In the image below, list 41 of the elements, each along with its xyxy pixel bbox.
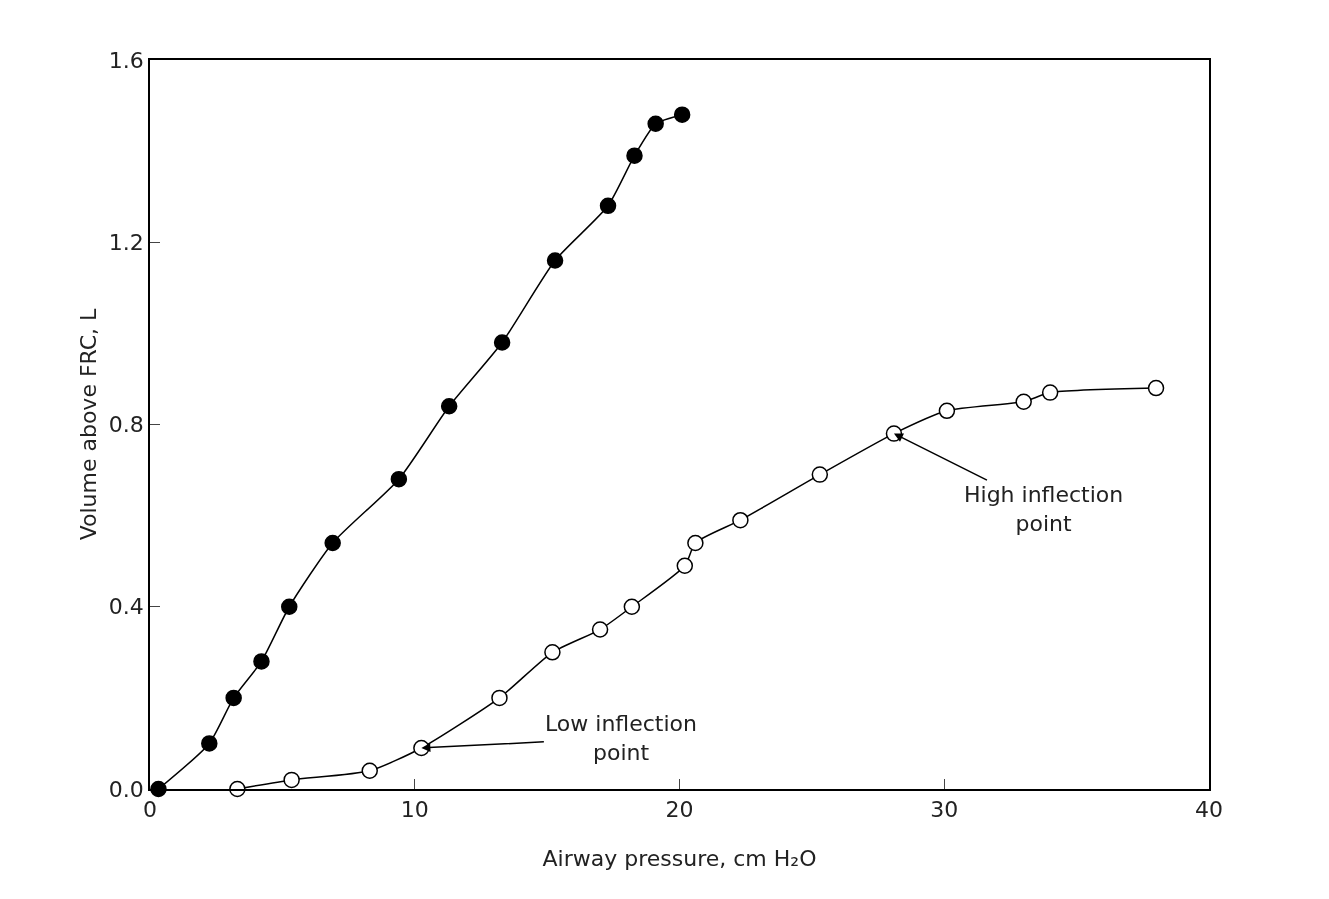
point bbox=[491, 689, 508, 707]
point bbox=[361, 762, 378, 780]
point bbox=[390, 470, 408, 488]
y-tick-label: 1.6 bbox=[108, 47, 144, 73]
point bbox=[440, 398, 458, 415]
point bbox=[732, 511, 749, 529]
point bbox=[687, 534, 704, 552]
point bbox=[1147, 379, 1165, 397]
point bbox=[1015, 393, 1032, 410]
annotation: High inflection point bbox=[964, 482, 1124, 536]
annotation: Low inflection point bbox=[545, 711, 698, 765]
point bbox=[493, 334, 511, 351]
point bbox=[324, 534, 341, 552]
point bbox=[546, 252, 564, 269]
point bbox=[544, 644, 561, 661]
point bbox=[1041, 384, 1059, 401]
x-tick-label: 0 bbox=[143, 797, 157, 823]
y-tick-label: 0.4 bbox=[108, 594, 144, 620]
point bbox=[676, 557, 694, 574]
y-tick-label: 0.8 bbox=[108, 412, 144, 438]
x-axis-title: Airway pressure, cm H₂O bbox=[542, 845, 817, 871]
point bbox=[225, 689, 242, 707]
point bbox=[647, 115, 664, 133]
x-tick-label: 30 bbox=[930, 797, 959, 823]
y-axis-title: Volume above FRC, L bbox=[75, 307, 101, 541]
point bbox=[281, 598, 298, 615]
point bbox=[811, 466, 829, 483]
point bbox=[626, 147, 643, 164]
x-tick-label: 10 bbox=[400, 797, 429, 823]
x-tick-label: 40 bbox=[1195, 797, 1223, 823]
point bbox=[253, 653, 270, 670]
y-tick-label: 0.0 bbox=[108, 776, 144, 802]
point bbox=[599, 197, 617, 215]
point bbox=[201, 735, 218, 752]
point bbox=[283, 771, 300, 789]
point bbox=[591, 621, 609, 638]
x-tick-label: 20 bbox=[665, 797, 694, 823]
point bbox=[938, 402, 956, 420]
point bbox=[673, 106, 691, 123]
point bbox=[623, 598, 641, 615]
y-tick-label: 1.2 bbox=[108, 229, 144, 255]
